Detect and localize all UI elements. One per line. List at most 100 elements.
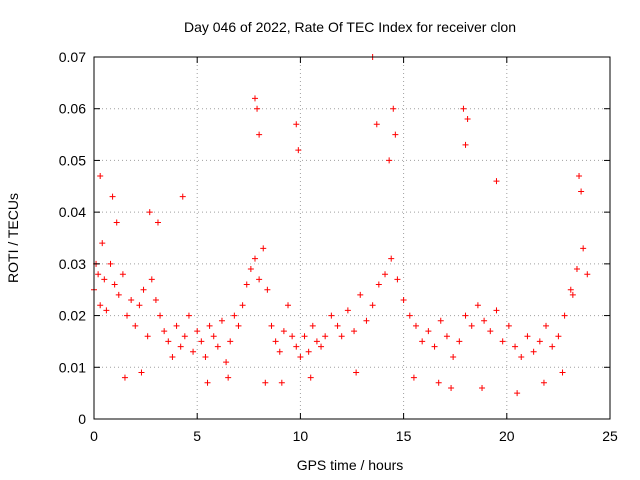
data-point bbox=[272, 338, 279, 345]
data-point bbox=[109, 193, 116, 200]
plot-frame bbox=[93, 56, 611, 420]
data-point bbox=[514, 390, 521, 397]
data-point bbox=[254, 105, 261, 112]
data-point bbox=[543, 322, 550, 329]
data-point bbox=[256, 276, 263, 283]
y-tick-label: 0.07 bbox=[59, 49, 86, 65]
data-point bbox=[293, 343, 300, 350]
data-point bbox=[157, 312, 164, 319]
data-point bbox=[468, 322, 475, 329]
data-point bbox=[456, 338, 463, 345]
data-point bbox=[227, 338, 234, 345]
data-point bbox=[487, 328, 494, 335]
data-point bbox=[198, 338, 205, 345]
data-point bbox=[464, 116, 471, 123]
data-point bbox=[576, 172, 583, 179]
data-point bbox=[462, 141, 469, 148]
data-point bbox=[301, 333, 308, 340]
data-point bbox=[256, 131, 263, 138]
data-point bbox=[493, 307, 500, 314]
y-tick-label: 0 bbox=[78, 411, 86, 427]
data-point bbox=[107, 260, 114, 267]
data-point bbox=[115, 291, 122, 298]
data-point bbox=[119, 271, 126, 278]
data-point bbox=[406, 312, 413, 319]
data-point bbox=[561, 312, 568, 319]
x-tick-label: 25 bbox=[602, 428, 618, 444]
axis-ticks bbox=[93, 56, 611, 420]
data-point bbox=[251, 255, 258, 262]
data-point bbox=[307, 374, 314, 381]
data-point bbox=[462, 312, 469, 319]
x-axis-label: GPS time / hours bbox=[297, 457, 404, 473]
data-point bbox=[328, 312, 335, 319]
data-point bbox=[536, 338, 543, 345]
data-point bbox=[481, 317, 488, 324]
data-point bbox=[99, 240, 106, 247]
x-tick-label: 10 bbox=[293, 428, 309, 444]
data-point bbox=[121, 374, 128, 381]
data-point bbox=[179, 193, 186, 200]
data-point bbox=[322, 333, 329, 340]
data-point bbox=[289, 333, 296, 340]
data-point bbox=[190, 348, 197, 355]
data-point bbox=[518, 353, 525, 360]
x-tick-label: 20 bbox=[499, 428, 515, 444]
data-point bbox=[443, 333, 450, 340]
data-point bbox=[132, 322, 139, 329]
data-point bbox=[214, 343, 221, 350]
data-point bbox=[262, 379, 269, 386]
data-point bbox=[493, 178, 500, 185]
y-tick-label: 0.04 bbox=[59, 204, 86, 220]
y-tick-label: 0.02 bbox=[59, 308, 86, 324]
data-point bbox=[353, 369, 360, 376]
data-point bbox=[204, 379, 211, 386]
data-point bbox=[394, 276, 401, 283]
data-point bbox=[555, 333, 562, 340]
data-point bbox=[247, 266, 254, 273]
y-axis-label: ROTI / TECUs bbox=[5, 193, 21, 283]
data-point bbox=[103, 307, 110, 314]
data-point bbox=[559, 369, 566, 376]
data-point bbox=[138, 369, 145, 376]
y-tick-label: 0.05 bbox=[59, 152, 86, 168]
data-point bbox=[235, 322, 242, 329]
data-point bbox=[382, 271, 389, 278]
data-point bbox=[386, 157, 393, 164]
data-point bbox=[181, 333, 188, 340]
data-point bbox=[206, 322, 213, 329]
data-point bbox=[285, 302, 292, 309]
data-point bbox=[169, 353, 176, 360]
data-point bbox=[419, 338, 426, 345]
data-point bbox=[202, 353, 209, 360]
data-point bbox=[210, 333, 217, 340]
data-point bbox=[375, 281, 382, 288]
data-point bbox=[569, 291, 576, 298]
data-point bbox=[128, 297, 135, 304]
data-point bbox=[260, 245, 267, 252]
data-point bbox=[549, 343, 556, 350]
data-point bbox=[264, 286, 271, 293]
data-point bbox=[318, 343, 325, 350]
data-point bbox=[97, 172, 104, 179]
data-point bbox=[573, 266, 580, 273]
data-point bbox=[435, 379, 442, 386]
data-point bbox=[369, 302, 376, 309]
data-point bbox=[505, 322, 512, 329]
data-point bbox=[297, 353, 304, 360]
x-tick-label: 15 bbox=[396, 428, 412, 444]
data-point bbox=[524, 333, 531, 340]
data-point bbox=[309, 322, 316, 329]
data-point bbox=[412, 322, 419, 329]
data-point bbox=[351, 328, 358, 335]
data-point bbox=[437, 317, 444, 324]
data-point bbox=[268, 322, 275, 329]
data-point bbox=[448, 384, 455, 391]
data-point bbox=[231, 312, 238, 319]
x-tick-label: 0 bbox=[90, 428, 98, 444]
data-point bbox=[338, 333, 345, 340]
data-point bbox=[225, 374, 232, 381]
data-point bbox=[373, 121, 380, 128]
data-point bbox=[390, 105, 397, 112]
